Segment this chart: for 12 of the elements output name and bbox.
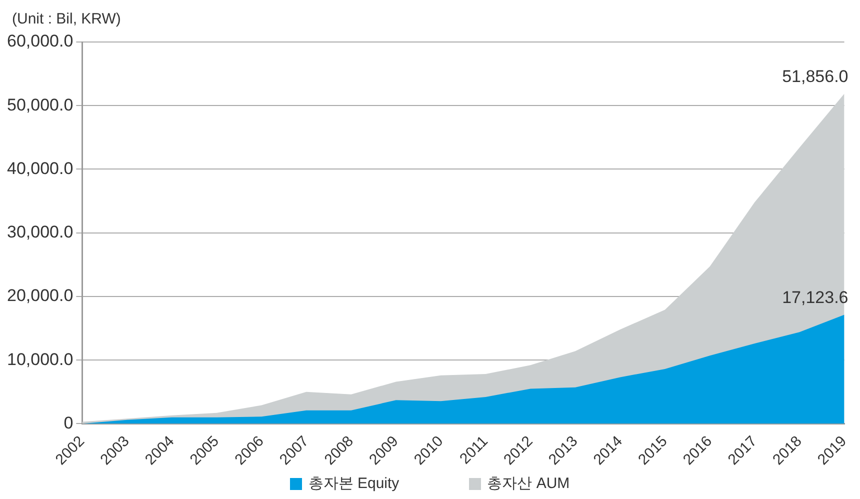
legend-label: 총자본 Equity — [308, 474, 400, 493]
y-tick-label: 40,000.0 — [6, 158, 74, 178]
y-tick-label: 10,000.0 — [6, 350, 74, 369]
legend-label: 총자산 AUM — [487, 474, 570, 493]
y-axis-title: (Unit : Bil, KRW) — [12, 10, 121, 28]
data-label: 17,123.6 — [782, 288, 848, 307]
data-label: 51,856.0 — [782, 66, 848, 86]
y-tick-label: 30,000.0 — [6, 222, 74, 242]
y-tick-label: 0 — [64, 413, 74, 432]
y-tick-label: 50,000.0 — [6, 95, 74, 114]
y-tick-label: 60,000.0 — [6, 32, 74, 51]
y-tick-label: 20,000.0 — [6, 286, 74, 306]
